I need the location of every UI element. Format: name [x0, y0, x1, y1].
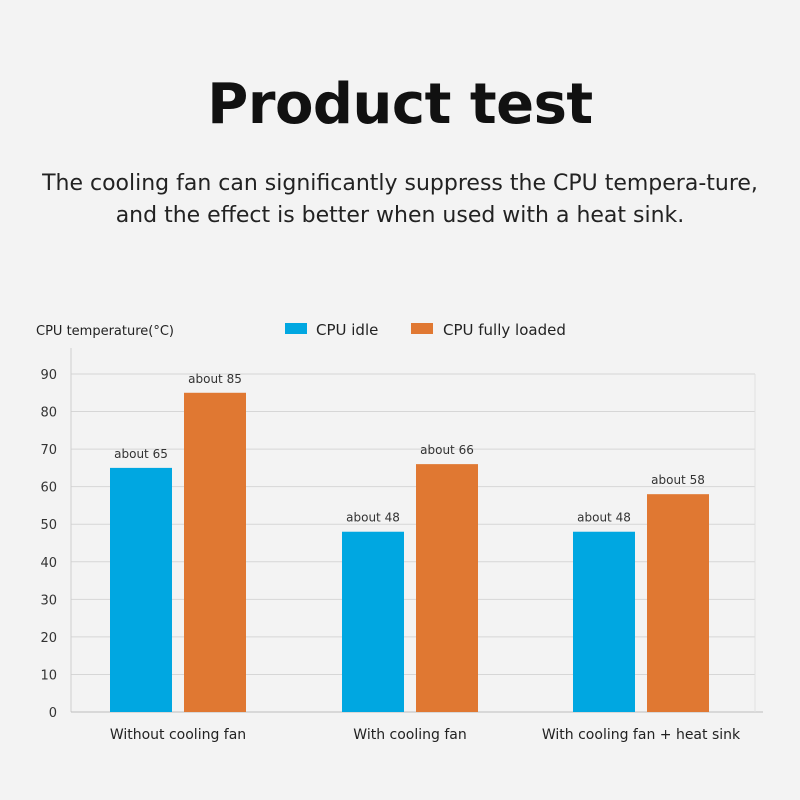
data-label: about 65	[114, 447, 168, 461]
x-tick-label: Without cooling fan	[110, 727, 246, 743]
y-tick-label: 90	[40, 368, 57, 383]
bar-loaded-1	[184, 392, 246, 712]
y-tick-label: 80	[40, 406, 57, 421]
x-tick-label: With cooling fan	[353, 727, 466, 743]
bar-loaded-3	[647, 494, 709, 712]
chart-bars: about 65 about 85 about 48 about 66 about 48…	[110, 372, 709, 712]
y-tick-label: 50	[40, 518, 57, 533]
y-tick-label: 30	[40, 593, 57, 608]
y-tick-label: 40	[40, 556, 57, 571]
legend-label-1: CPU idle	[316, 321, 378, 339]
data-label: about 48	[346, 511, 400, 525]
data-label: about 48	[577, 511, 631, 525]
y-tick-label: 0	[49, 706, 57, 721]
x-tick-label: With cooling fan + heat sink	[542, 727, 741, 743]
page-title: Product test	[207, 72, 593, 137]
legend-label-2: CPU fully loaded	[443, 321, 566, 339]
chart-legend: CPU idle CPU fully loaded	[285, 321, 566, 339]
bar-idle-3	[573, 531, 635, 712]
y-tick-label: 20	[40, 631, 57, 646]
bar-idle-2	[342, 531, 404, 712]
data-label: about 66	[420, 443, 474, 457]
y-tick-label: 60	[40, 481, 57, 496]
legend-swatch-2	[411, 323, 433, 334]
y-axis-label: CPU temperature(°C)	[36, 324, 174, 339]
page-subtitle: The cooling fan can significantly suppre…	[42, 171, 758, 228]
legend-swatch-1	[285, 323, 307, 334]
y-tick-label: 70	[40, 443, 57, 458]
bar-loaded-2	[416, 464, 478, 712]
x-axis-ticks: Without cooling fan With cooling fan With …	[110, 727, 741, 743]
y-axis-ticks: 0 10 20 30 40 50 60 70 80 90	[40, 368, 57, 721]
data-label: about 85	[188, 372, 242, 386]
y-tick-label: 10	[40, 668, 57, 683]
data-label: about 58	[651, 473, 705, 487]
bar-idle-1	[110, 467, 172, 712]
